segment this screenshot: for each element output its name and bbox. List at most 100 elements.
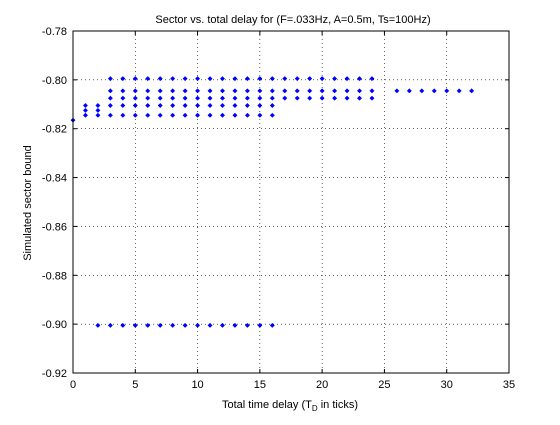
data-point [107,88,113,94]
data-point [82,112,89,118]
data-point [294,76,300,82]
data-point [344,95,350,101]
data-point [294,95,300,101]
data-point [419,88,425,94]
data-point [107,76,113,82]
data-point [170,112,176,118]
x-tick-label: 10 [191,379,203,391]
data-point [195,102,201,109]
data-point [145,102,151,109]
data-point [95,112,101,118]
data-point [356,76,363,82]
data-point [269,322,275,328]
data-point [170,102,176,109]
y-tick-label: -0.78 [42,26,67,38]
data-point [369,95,375,101]
data-point [344,88,350,94]
x-tick-label: 35 [503,379,515,391]
data-point [145,88,151,94]
x-tick-label: 30 [441,379,453,391]
data-point [195,95,201,101]
data-point [157,112,163,118]
data-point [257,88,263,94]
x-tick-label: 0 [70,379,76,391]
data-point [356,88,363,94]
data-point [244,95,250,101]
y-tick-label: -0.88 [42,270,67,282]
data-point [244,76,250,82]
data-point [207,112,213,118]
data-point [107,322,113,328]
data-point [95,107,101,113]
axes-frame [72,30,510,374]
x-tick-label: 15 [254,379,266,391]
data-point [269,95,275,101]
data-point [182,88,188,94]
data-point [132,76,138,82]
y-tick-label: -0.86 [42,221,67,233]
data-point [82,107,89,113]
data-point [182,76,188,82]
y-tick-label: -0.84 [42,173,67,185]
data-point [307,76,313,82]
data-point [170,76,176,82]
data-point [195,322,201,328]
data-point [120,88,126,94]
data-point [120,322,126,328]
data-point [232,76,238,82]
data-point [257,102,263,109]
data-point [145,76,151,82]
data-point [406,88,412,94]
data-point [157,76,163,82]
y-tick-label: -0.82 [42,124,67,136]
data-point [107,112,113,118]
data-point [282,88,288,94]
data-point [219,322,226,328]
data-point [244,322,250,328]
data-point [307,88,313,94]
data-point [269,112,275,118]
data-point [132,112,138,118]
x-axis-label: Total time delay (TD in ticks) [222,399,358,413]
data-point [219,95,226,101]
data-point [244,102,250,109]
data-point [82,102,89,109]
y-tick-label: -0.80 [42,75,67,87]
data-point [282,95,288,101]
data-point [182,322,188,328]
data-point [120,76,126,82]
data-point [244,112,250,118]
data-point [431,88,437,94]
x-tick-label: 5 [132,379,138,391]
chart-title: Sector vs. total delay for (F=.033Hz, A=… [155,14,430,26]
data-point [257,322,263,328]
data-point [356,95,363,101]
data-point [332,76,338,82]
data-point [344,76,350,82]
data-point [207,76,213,82]
data-point [207,88,213,94]
data-point [170,95,176,101]
data-point [132,88,138,94]
data-point [132,322,138,328]
axis-ticks [72,30,510,374]
data-point [207,95,213,101]
data-point [157,102,163,109]
data-point [232,95,238,101]
data-point [307,95,313,101]
data-point [145,112,151,118]
data-point [319,95,325,101]
data-point [219,88,226,94]
data-point [282,76,288,82]
data-point [182,102,188,109]
data-point [145,95,151,101]
data-point [219,112,226,118]
y-tick-label: -0.90 [42,319,67,331]
data-point [269,102,275,109]
data-point [182,112,188,118]
data-point [95,102,101,109]
data-point [132,102,138,109]
data-point [107,102,113,109]
x-tick-label: 20 [316,379,328,391]
